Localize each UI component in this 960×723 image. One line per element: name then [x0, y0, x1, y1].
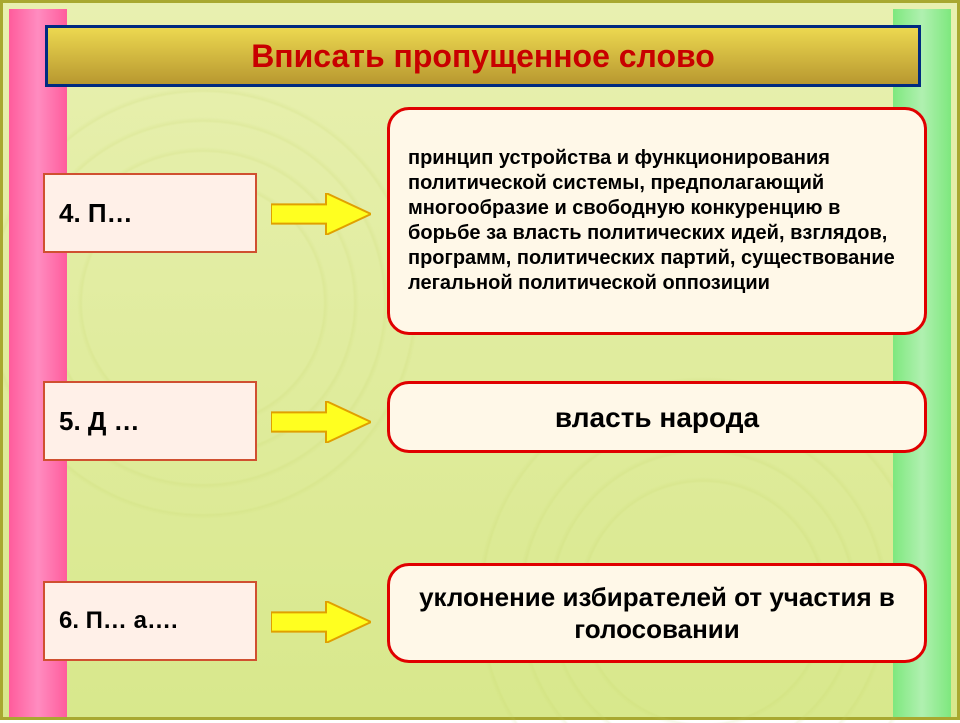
definition-box-4: принцип устройства и функционирования по…	[387, 107, 927, 335]
term-box-4: 4. П…	[43, 173, 257, 253]
definition-box-5: власть народа	[387, 381, 927, 453]
definition-text: власть народа	[555, 400, 759, 435]
term-label: 4. П…	[59, 198, 133, 229]
term-label: 5. Д …	[59, 406, 140, 437]
term-box-6: 6. П… а….	[43, 581, 257, 661]
term-label: 6. П… а….	[59, 607, 178, 635]
slide-frame: Вписать пропущенное слово 4. П… принцип …	[0, 0, 960, 720]
arrow-icon	[271, 193, 371, 235]
title-bar: Вписать пропущенное слово	[45, 25, 921, 87]
arrow-icon	[271, 401, 371, 443]
definition-text: уклонение избирателей от участия в голос…	[408, 581, 906, 646]
arrow-icon	[271, 601, 371, 643]
definition-text: принцип устройства и функционирования по…	[408, 146, 906, 296]
definition-box-6: уклонение избирателей от участия в голос…	[387, 563, 927, 663]
term-box-5: 5. Д …	[43, 381, 257, 461]
title-text: Вписать пропущенное слово	[251, 38, 715, 75]
